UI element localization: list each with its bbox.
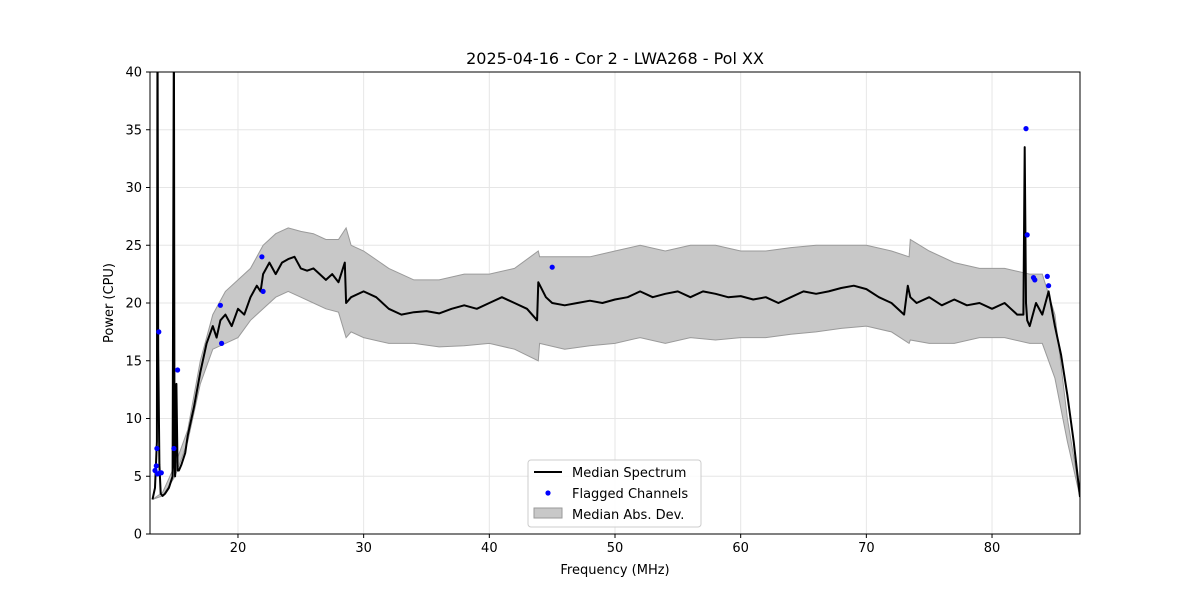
flagged-point <box>260 288 266 294</box>
legend-label-median: Median Spectrum <box>572 466 686 481</box>
legend-label-flagged: Flagged Channels <box>572 487 688 502</box>
y-tick-label: 15 <box>125 354 142 369</box>
legend-point-swatch <box>545 490 551 496</box>
median-spectrum-line <box>151 72 1080 500</box>
flagged-point <box>219 340 225 346</box>
x-tick-label: 30 <box>355 541 372 556</box>
y-tick-label: 35 <box>125 123 142 138</box>
flagged-point <box>1024 232 1030 238</box>
y-axis-label: Power (CPU) <box>102 263 117 343</box>
flagged-point <box>259 254 265 260</box>
mad-band-area <box>152 226 1080 500</box>
chart-title: 2025-04-16 - Cor 2 - LWA268 - Pol XX <box>466 49 764 68</box>
flagged-point <box>175 367 181 373</box>
legend-box <box>527 459 702 528</box>
x-axis-ticks: 20 30 40 50 60 70 80 <box>230 534 1001 556</box>
flagged-point <box>1023 126 1029 132</box>
x-axis-label: Frequency (MHz) <box>560 563 669 578</box>
y-tick-label: 5 <box>134 470 142 485</box>
flagged-point <box>217 302 223 308</box>
flagged-point <box>153 463 159 469</box>
y-tick-label: 0 <box>134 528 142 543</box>
flagged-point <box>158 470 164 476</box>
flagged-point <box>171 445 177 452</box>
x-tick-label: 70 <box>858 541 875 556</box>
legend: Median Spectrum Flagged Channels Median … <box>527 459 702 528</box>
x-tick-label: 60 <box>732 541 749 556</box>
y-tick-label: 30 <box>125 181 142 196</box>
y-axis-ticks: 0 5 10 15 20 25 30 35 40 <box>125 66 150 543</box>
flagged-points <box>152 126 1052 477</box>
flagged-point <box>1032 277 1038 283</box>
flagged-point <box>1046 283 1052 289</box>
legend-band-swatch <box>533 507 563 519</box>
y-tick-label: 40 <box>125 66 142 81</box>
flagged-point <box>154 445 160 452</box>
y-tick-label: 20 <box>125 297 142 312</box>
x-tick-label: 20 <box>230 541 247 556</box>
y-tick-label: 25 <box>125 239 142 254</box>
median-line <box>151 72 1080 500</box>
mad-band <box>152 226 1080 500</box>
x-tick-label: 50 <box>607 541 624 556</box>
flagged-point <box>156 329 162 335</box>
flagged-point <box>1044 273 1050 279</box>
flagged-point <box>549 264 555 270</box>
x-tick-label: 40 <box>481 541 498 556</box>
x-tick-label: 80 <box>984 541 1001 556</box>
y-tick-label: 10 <box>125 412 142 427</box>
legend-label-mad: Median Abs. Dev. <box>572 508 684 523</box>
